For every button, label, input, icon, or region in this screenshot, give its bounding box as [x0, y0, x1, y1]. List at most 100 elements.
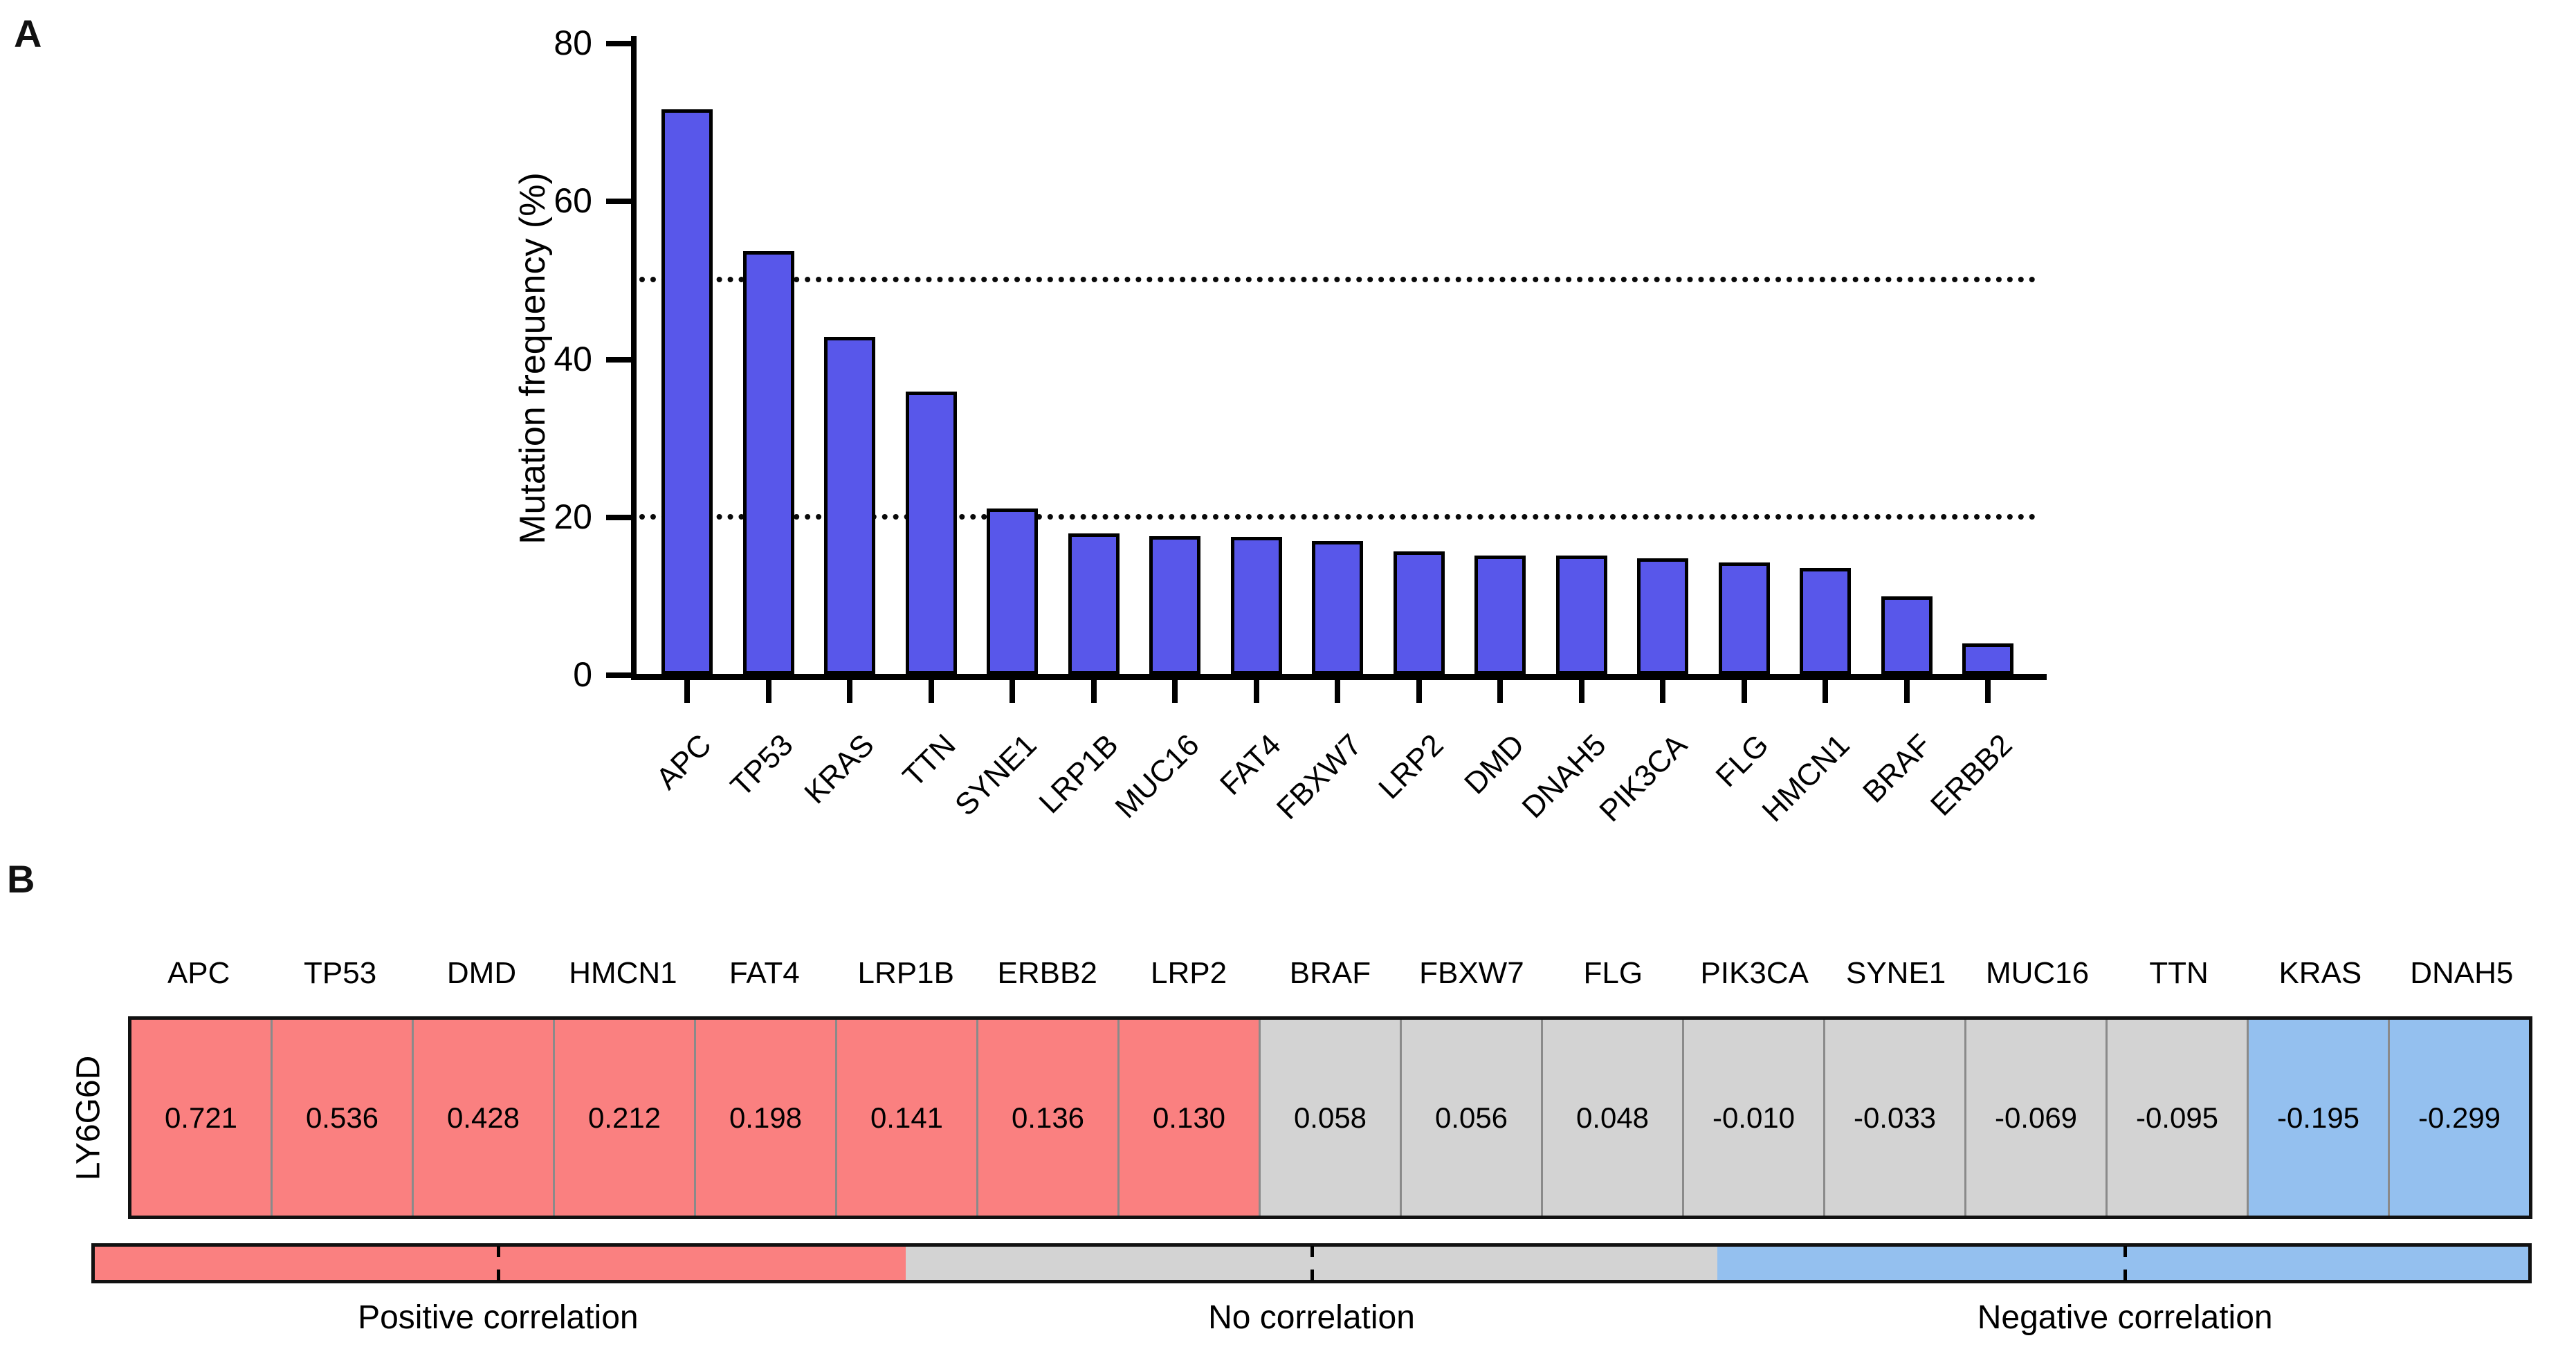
legend-label-0: Positive correlation: [358, 1299, 639, 1336]
heatmap-value-SYNE1: -0.033: [1853, 1101, 1937, 1134]
heatmap-value-MUC16: -0.069: [1994, 1101, 2078, 1134]
bar-SYNE1: [987, 508, 1038, 675]
bar-DNAH5: [1555, 556, 1607, 675]
heatmap-value-FBXW7: 0.056: [1434, 1101, 1508, 1134]
y-tick-label-80: 80: [554, 24, 592, 62]
heatmap-value-FLG: 0.048: [1575, 1101, 1650, 1134]
bar-TTN: [905, 392, 957, 675]
heatmap-cell-LRP1B: 0.141: [837, 1020, 978, 1216]
bar-HMCN1: [1800, 568, 1851, 675]
y-tick-60: [606, 199, 631, 205]
x-tick-DNAH5: [1578, 680, 1584, 703]
heatmap-header-PIK3CA: PIK3CA: [1700, 956, 1809, 990]
heatmap-value-PIK3CA: -0.010: [1712, 1101, 1796, 1134]
heatmap-header-SYNE1: SYNE1: [1845, 956, 1946, 990]
bar-FBXW7: [1312, 541, 1363, 675]
bar-APC: [661, 109, 713, 675]
heatmap-cell-DMD: 0.428: [414, 1020, 555, 1216]
heatmap-value-BRAF: 0.058: [1293, 1101, 1367, 1134]
y-tick-0: [606, 672, 631, 678]
heatmap-header-BRAF: BRAF: [1289, 956, 1371, 990]
y-tick-label-60: 60: [554, 181, 592, 221]
x-tick-LRP1B: [1090, 680, 1097, 703]
y-tick-40: [606, 356, 631, 363]
heatmap-cell-TTN: -0.095: [2108, 1020, 2249, 1216]
x-tick-MUC16: [1172, 680, 1178, 703]
heatmap-row-label: LY6G6D: [70, 1055, 107, 1181]
legend-segment-0: [95, 1247, 906, 1280]
y-tick-label-40: 40: [554, 339, 592, 378]
bar-LRP1B: [1068, 533, 1120, 675]
heatmap-value-HMCN1: 0.212: [587, 1101, 661, 1134]
x-tick-TP53: [765, 680, 771, 703]
bar-LRP2: [1393, 551, 1445, 675]
bar-TP53: [742, 251, 794, 675]
x-tick-PIK3CA: [1660, 680, 1665, 703]
heatmap-cell-FAT4: 0.198: [696, 1020, 837, 1216]
x-tick-BRAF: [1903, 680, 1910, 703]
heatmap-header-DMD: DMD: [446, 956, 517, 990]
legend-segment-2: [1717, 1247, 2528, 1280]
heatmap-header-FBXW7: FBXW7: [1419, 956, 1524, 990]
legend-tick-top-2: [2123, 1246, 2128, 1257]
heatmap-value-DNAH5: -0.299: [2418, 1101, 2501, 1134]
reference-line-20: [639, 513, 2036, 520]
bar-MUC16: [1149, 536, 1200, 675]
heatmap-header-MUC16: MUC16: [1985, 956, 2090, 990]
x-tick-DMD: [1497, 680, 1503, 703]
heatmap-cell-TP53: 0.536: [273, 1020, 414, 1216]
heatmap-value-LRP1B: 0.141: [870, 1101, 944, 1134]
heatmap-value-TP53: 0.536: [305, 1101, 379, 1134]
x-tick-HMCN1: [1823, 680, 1828, 703]
correlation-heatmap-panel: LY6G6D APC TP53 DMD HMCN1 FAT4 LRP1B ERBB2 LRP2…: [0, 851, 2576, 1356]
x-tick-APC: [684, 680, 690, 703]
x-tick-SYNE1: [1010, 680, 1015, 703]
x-tick-FAT4: [1253, 680, 1259, 703]
legend-tick-bottom-1: [1310, 1270, 1314, 1281]
bar-FAT4: [1230, 537, 1282, 675]
heatmap-header-LRP2: LRP2: [1151, 956, 1227, 990]
bar-ERBB2: [1962, 643, 2013, 675]
x-tick-TTN: [928, 680, 934, 703]
heatmap-cell-MUC16: -0.069: [1966, 1020, 2108, 1216]
x-tick-ERBB2: [1985, 680, 1991, 703]
heatmap-cell-FBXW7: 0.056: [1402, 1020, 1543, 1216]
heatmap-cell-LRP2: 0.130: [1120, 1020, 1261, 1216]
heatmap-header-HMCN1: HMCN1: [569, 956, 677, 990]
legend-label-2: Negative correlation: [1977, 1299, 2273, 1336]
heatmap-header-LRP1B: LRP1B: [857, 956, 954, 990]
heatmap-cell-PIK3CA: -0.010: [1684, 1020, 1825, 1216]
bar-FLG: [1718, 562, 1770, 675]
heatmap-cell-APC: 0.721: [131, 1020, 273, 1216]
legend-tick-bottom-0: [496, 1270, 500, 1281]
x-tick-FLG: [1741, 680, 1747, 703]
heatmap-cell-SYNE1: -0.033: [1825, 1020, 1966, 1216]
heatmap-cell-FLG: 0.048: [1543, 1020, 1684, 1216]
heatmap-header-FAT4: FAT4: [729, 956, 800, 990]
x-axis-line: [631, 674, 2047, 680]
heatmap-header-TP53: TP53: [304, 956, 377, 990]
heatmap-row: 0.721 0.536 0.428 0.212 0.198 0.141 0.136 0.130…: [128, 1016, 2532, 1219]
y-tick-label-0: 0: [573, 655, 592, 694]
heatmap-header-DNAH5: DNAH5: [2410, 956, 2514, 990]
bar-DMD: [1474, 556, 1526, 675]
heatmap-value-LRP2: 0.130: [1152, 1101, 1226, 1134]
y-axis-line: [631, 36, 637, 680]
x-tick-KRAS: [847, 680, 852, 703]
y-tick-80: [606, 41, 631, 46]
bar-PIK3CA: [1637, 558, 1688, 675]
heatmap-value-TTN: -0.095: [2135, 1101, 2219, 1134]
panel-b-label: B: [7, 857, 35, 901]
heatmap-header-TTN: TTN: [2149, 956, 2209, 990]
heatmap-header-ERBB2: ERBB2: [997, 956, 1097, 990]
heatmap-value-FAT4: 0.198: [729, 1101, 803, 1134]
y-tick-label-20: 20: [554, 497, 592, 536]
bar-BRAF: [1881, 596, 1933, 675]
heatmap-cell-DNAH5: -0.299: [2390, 1020, 2529, 1216]
heatmap-cell-HMCN1: 0.212: [555, 1020, 696, 1216]
x-tick-FBXW7: [1335, 680, 1340, 703]
reference-line-50: [639, 277, 2036, 283]
legend-tick-top-1: [1310, 1246, 1314, 1257]
heatmap-value-DMD: 0.428: [446, 1101, 520, 1134]
